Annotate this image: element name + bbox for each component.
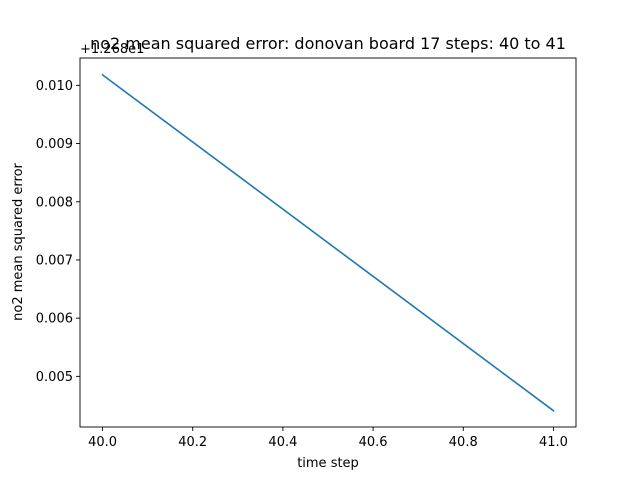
y-tick-label: 0.009 [36, 137, 73, 152]
series-line-0 [101, 73, 555, 412]
x-tick-label: 40.0 [88, 435, 117, 450]
y-axis-label: no2 mean squared error [11, 162, 26, 320]
y-tick-label: 0.007 [36, 253, 73, 268]
y-offset-label: +1.268e1 [80, 42, 144, 57]
y-axis: 0.005 0.006 0.007 0.008 0.009 0.010 [36, 79, 80, 385]
x-tick-label: 40.6 [359, 435, 388, 450]
x-tick-label: 40.8 [449, 435, 478, 450]
x-tick-label: 40.4 [268, 435, 297, 450]
x-axis-label: time step [297, 456, 359, 471]
y-tick-label: 0.005 [36, 370, 73, 385]
x-axis: 40.0 40.2 40.4 40.6 40.8 41.0 [88, 427, 568, 450]
y-tick-label: 0.008 [36, 195, 73, 210]
x-tick-label: 40.2 [178, 435, 207, 450]
y-tick-label: 0.006 [36, 312, 73, 327]
y-tick-label: 0.010 [36, 79, 73, 94]
x-tick-label: 41.0 [539, 435, 568, 450]
chart-title: no2 mean squared error: donovan board 17… [90, 34, 566, 53]
series-layer [101, 73, 555, 412]
